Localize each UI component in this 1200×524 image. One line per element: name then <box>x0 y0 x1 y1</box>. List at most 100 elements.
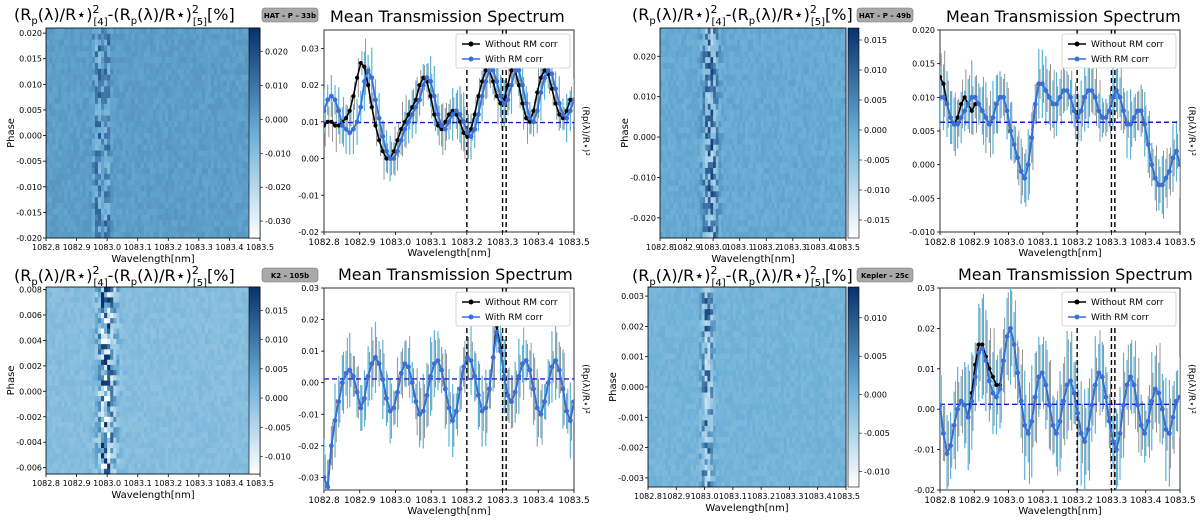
heatmap-cell <box>811 185 815 192</box>
heatmap-cell <box>686 92 690 99</box>
spectrum-title: Mean Transmission Spectrum <box>330 7 565 26</box>
heatmap-cell <box>146 80 151 87</box>
heatmap-cell <box>726 191 730 198</box>
heatmap-cell <box>119 162 123 169</box>
heatmap-cell <box>726 144 730 151</box>
heatmap-cell <box>814 133 818 140</box>
heatmap-cell <box>241 162 246 169</box>
heatmap-cell <box>244 109 249 116</box>
heatmap-cell <box>840 80 844 87</box>
heatmap-cell <box>107 203 111 210</box>
heatmap-cell <box>52 80 56 87</box>
heatmap-cell <box>697 133 701 140</box>
heatmap-cell <box>750 68 754 76</box>
heatmap-cell <box>806 121 810 128</box>
heatmap-cell <box>64 39 68 46</box>
heatmap-cell <box>811 115 815 122</box>
heatmap-cell <box>73 214 77 221</box>
heatmap-cell <box>710 51 714 58</box>
heatmap-cell <box>122 173 126 181</box>
heatmap-cell <box>192 162 197 169</box>
heatmap-cell <box>165 121 169 128</box>
heatmap-cell <box>235 232 239 239</box>
spectrum-xtick-label: 1083.4 <box>523 238 555 248</box>
heatmap-cell <box>670 138 674 146</box>
heatmap-cell <box>702 63 706 70</box>
heatmap-cell <box>107 150 111 157</box>
heatmap-cell <box>223 162 227 169</box>
heatmap-cell <box>113 144 117 151</box>
heatmap-cell <box>742 191 746 198</box>
heatmap-cell <box>232 109 236 116</box>
heatmap-cell <box>814 68 818 76</box>
heatmap-cell <box>235 115 239 122</box>
heatmap-cell <box>808 28 812 35</box>
heatmap-cell <box>667 109 672 116</box>
heatmap-cell <box>107 214 111 221</box>
heatmap-cell <box>153 150 157 157</box>
heatmap-cell <box>79 115 84 122</box>
heatmap-cell <box>702 115 706 122</box>
heatmap-cell <box>824 138 828 146</box>
heatmap-cell <box>217 45 221 52</box>
heatmap-cell <box>840 150 844 157</box>
heatmap-cell <box>742 57 746 64</box>
heatmap-cell <box>156 121 160 128</box>
heatmap-cell <box>694 197 698 204</box>
heatmap-cell <box>134 86 139 93</box>
heatmap-cell <box>824 191 828 198</box>
heatmap-cell <box>186 121 191 128</box>
heatmap-cell <box>723 191 727 198</box>
heatmap-cell <box>119 203 123 210</box>
heatmap-cell <box>238 203 243 210</box>
heatmap-cell <box>238 63 243 70</box>
heatmap-cell <box>82 39 87 46</box>
heatmap-cell <box>192 179 197 186</box>
heatmap-cell <box>140 162 145 169</box>
heatmap-cell <box>122 162 126 169</box>
heatmap-cell <box>88 191 93 198</box>
heatmap-cell <box>843 92 847 99</box>
heatmap-cell <box>787 86 791 93</box>
heatmap-cell <box>675 168 679 175</box>
heatmap-cell <box>137 33 142 41</box>
heatmap-cell <box>226 86 230 93</box>
heatmap-cell <box>766 86 770 93</box>
heatmap-cell <box>52 86 56 93</box>
heatmap-cell <box>85 179 90 186</box>
heatmap-cell <box>49 92 53 99</box>
heatmap-cell <box>697 98 701 105</box>
heatmap-cell <box>61 226 65 233</box>
heatmap-cell <box>699 138 703 146</box>
heatmap-cell <box>707 173 711 181</box>
heatmap-cell <box>747 80 751 87</box>
heatmap-cell <box>94 98 99 105</box>
heatmap-cell <box>838 150 842 157</box>
heatmap-cell <box>58 28 62 35</box>
heatmap-cell <box>177 103 181 111</box>
point-with-rm <box>413 104 419 110</box>
heatmap-cell <box>723 197 727 204</box>
heatmap-cell <box>819 144 823 151</box>
heatmap-cell <box>49 203 53 210</box>
heatmap-cell <box>70 63 74 70</box>
heatmap-cell <box>226 133 230 140</box>
heatmap-cell <box>665 80 669 87</box>
heatmap-cell <box>832 115 836 122</box>
heatmap-cell <box>171 191 175 198</box>
point-without-rm <box>568 97 573 102</box>
heatmap-cell <box>82 197 87 204</box>
heatmap-cell <box>153 138 157 146</box>
heatmap-cell <box>768 28 772 35</box>
heatmap-cell <box>683 86 687 93</box>
heatmap-cell <box>153 115 157 122</box>
heatmap-cell <box>116 109 120 116</box>
heatmap-cell <box>79 57 84 64</box>
heatmap-cell <box>790 33 794 41</box>
heatmap-cell <box>140 138 145 146</box>
heatmap-cell <box>694 150 698 157</box>
heatmap-cell <box>162 28 166 35</box>
heatmap-cell <box>214 39 218 46</box>
heatmap-cell <box>774 179 778 186</box>
heatmap-cell <box>220 133 224 140</box>
